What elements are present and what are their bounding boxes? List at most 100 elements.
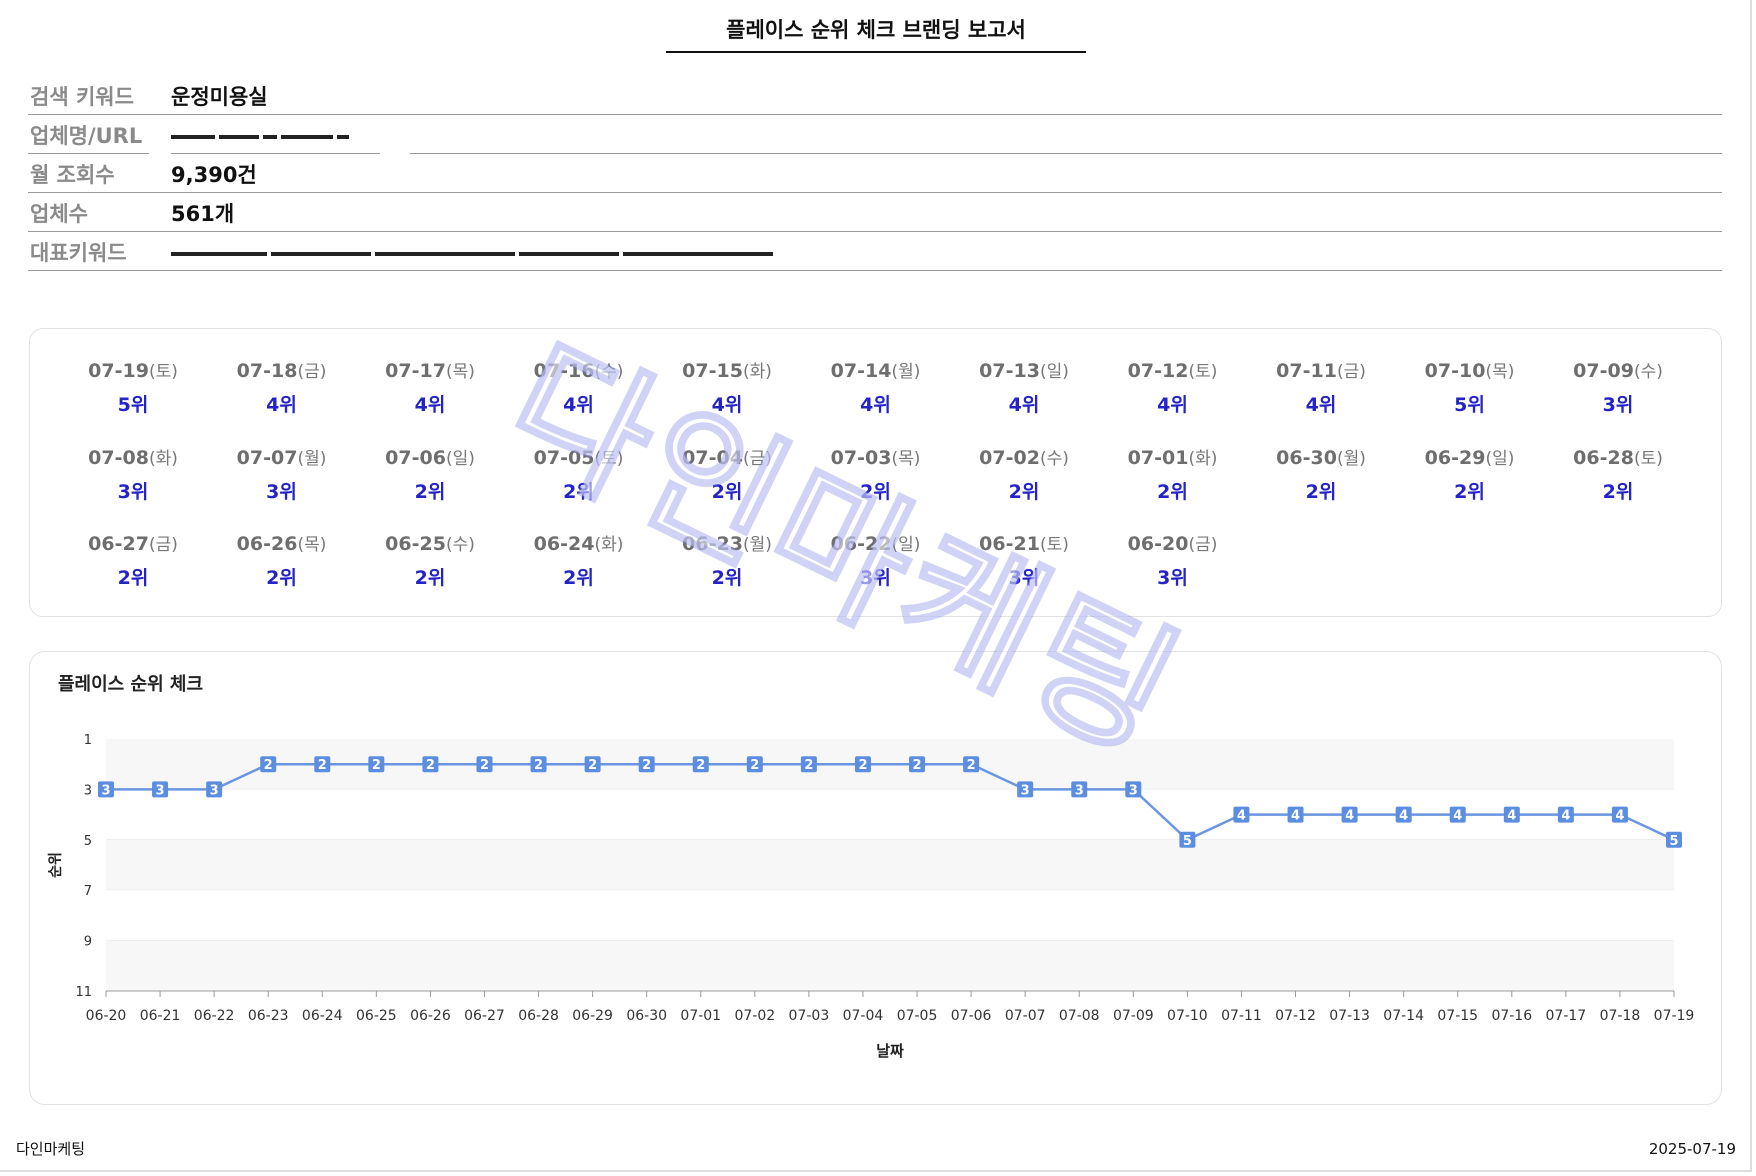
rank-item: 06-26(목) 2위 xyxy=(207,530,357,590)
rank-date-text: 06-26 xyxy=(236,533,298,555)
data-point xyxy=(476,756,493,773)
rank-day-of-week: (토) xyxy=(1188,362,1218,382)
rank-date-text: 07-03 xyxy=(830,446,892,469)
data-point xyxy=(854,756,871,773)
x-tick-label: 06-30 xyxy=(626,1008,667,1024)
info-table: 검색 키워드 운정미용실 업체명/URL 월 조회수 9,390건 업체수 56… xyxy=(28,76,1722,271)
x-tick-label: 07-02 xyxy=(734,1008,775,1024)
x-tick-label: 07-17 xyxy=(1546,1008,1587,1024)
data-point xyxy=(368,756,385,773)
data-label: 2 xyxy=(642,758,651,773)
rank-value: 2위 xyxy=(860,480,891,503)
data-point xyxy=(1341,806,1358,823)
y-tick-label: 11 xyxy=(75,985,92,1000)
x-tick-label: 06-22 xyxy=(194,1008,235,1024)
data-label: 3 xyxy=(210,783,219,798)
data-point xyxy=(1017,781,1034,798)
rank-value: 5위 xyxy=(117,394,149,416)
rank-value: 4위 xyxy=(1305,394,1337,416)
rank-value: 2위 xyxy=(1602,480,1634,503)
info-row-count: 업체수 561개 xyxy=(28,193,1722,232)
rank-value: 2위 xyxy=(1305,480,1337,503)
data-label: 2 xyxy=(480,758,489,773)
x-tick-label: 06-23 xyxy=(248,1008,289,1024)
rank-date: 06-24(화) xyxy=(504,530,654,555)
rank-item: 07-13(일) 4위 xyxy=(949,357,1099,417)
y-tick-label: 1 xyxy=(84,733,92,748)
data-point xyxy=(314,756,331,773)
rank-item: 07-06(일) 2위 xyxy=(355,444,505,504)
rank-date-text: 07-09 xyxy=(1573,360,1634,382)
rank-date-text: 07-05 xyxy=(533,446,595,469)
rank-date: 06-23(월) xyxy=(652,530,802,555)
rank-day-of-week: (토) xyxy=(594,448,624,469)
rank-value: 2위 xyxy=(266,567,297,589)
y-tick-label: 5 xyxy=(84,834,92,849)
x-tick-label: 07-06 xyxy=(951,1008,992,1024)
rank-date-text: 07-02 xyxy=(979,446,1040,469)
rank-value: 2위 xyxy=(563,567,594,589)
data-point xyxy=(152,781,169,798)
footer-brand: 다인마케팅 xyxy=(16,1140,86,1158)
rank-item: 07-15(화) 4위 xyxy=(652,357,802,417)
rank-date: 07-17(목) xyxy=(355,357,505,382)
rank-value: 2위 xyxy=(1157,480,1188,503)
data-label: 5 xyxy=(1669,834,1678,849)
rank-date-text: 06-21 xyxy=(979,533,1040,555)
x-tick-label: 07-18 xyxy=(1600,1008,1641,1024)
rank-date-text: 07-01 xyxy=(1127,446,1189,469)
business-redacted xyxy=(171,135,353,144)
rank-day-of-week: (수) xyxy=(594,362,624,382)
rank-item: 07-12(토) 4위 xyxy=(1098,357,1248,417)
rank-item: 06-24(화) 2위 xyxy=(504,530,654,590)
rank-date: 07-01(화) xyxy=(1098,444,1248,469)
rank-value: 3위 xyxy=(860,567,891,589)
rank-date: 07-13(일) xyxy=(949,357,1099,382)
rank-item: 07-02(수) 2위 xyxy=(949,444,1099,504)
rank-date: 07-10(목) xyxy=(1395,357,1545,382)
report-title: 플레이스 순위 체크 브랜딩 보고서 xyxy=(666,14,1086,53)
data-label: 2 xyxy=(318,758,327,773)
rank-item: 06-23(월) 2위 xyxy=(652,530,802,590)
rank-item: 06-28(토) 2위 xyxy=(1543,444,1693,504)
rank-item: 06-27(금) 2위 xyxy=(58,530,208,590)
rank-date: 06-22(일) xyxy=(801,530,951,555)
rank-value: 2위 xyxy=(414,480,446,503)
data-label: 2 xyxy=(372,758,381,773)
data-label: 4 xyxy=(1561,809,1570,824)
data-point xyxy=(422,756,439,773)
x-tick-label: 06-27 xyxy=(464,1008,505,1024)
rank-value: 4위 xyxy=(860,394,891,416)
data-point xyxy=(1233,806,1250,823)
rank-date: 07-02(수) xyxy=(949,444,1099,469)
data-point xyxy=(98,781,114,798)
rank-day-of-week: (목) xyxy=(891,448,921,469)
rank-date-text: 07-07 xyxy=(236,446,298,469)
rank-day-of-week: (월) xyxy=(297,448,327,469)
rank-date: 07-14(월) xyxy=(801,357,951,382)
rank-date-text: 07-11 xyxy=(1276,360,1337,382)
data-label: 4 xyxy=(1345,809,1354,824)
rank-date-text: 06-24 xyxy=(533,533,595,555)
rep-label: 대표키워드 xyxy=(30,241,127,265)
data-label: 4 xyxy=(1453,809,1462,824)
rank-item: 07-10(목) 5위 xyxy=(1395,357,1545,417)
rank-date: 06-29(일) xyxy=(1395,444,1545,469)
grid-band xyxy=(106,839,1674,891)
data-label: 5 xyxy=(1183,834,1192,849)
data-label: 3 xyxy=(1129,783,1138,798)
data-point xyxy=(692,756,709,773)
data-point xyxy=(530,756,547,773)
rank-value: 2위 xyxy=(711,480,743,503)
data-label: 3 xyxy=(1021,783,1030,798)
data-point xyxy=(1666,831,1682,848)
data-point xyxy=(638,756,655,773)
data-point xyxy=(1503,806,1520,823)
rank-date-text: 06-29 xyxy=(1424,446,1486,469)
rank-card: 07-19(토) 5위 07-18(금) 4위 07-17(목) 4위 07-16(수) 4위… xyxy=(29,328,1722,617)
rank-value: 3위 xyxy=(117,480,149,503)
x-tick-label: 07-10 xyxy=(1167,1008,1208,1024)
rank-item: 07-03(목) 2위 xyxy=(801,444,951,504)
x-tick-label: 07-01 xyxy=(680,1008,721,1024)
